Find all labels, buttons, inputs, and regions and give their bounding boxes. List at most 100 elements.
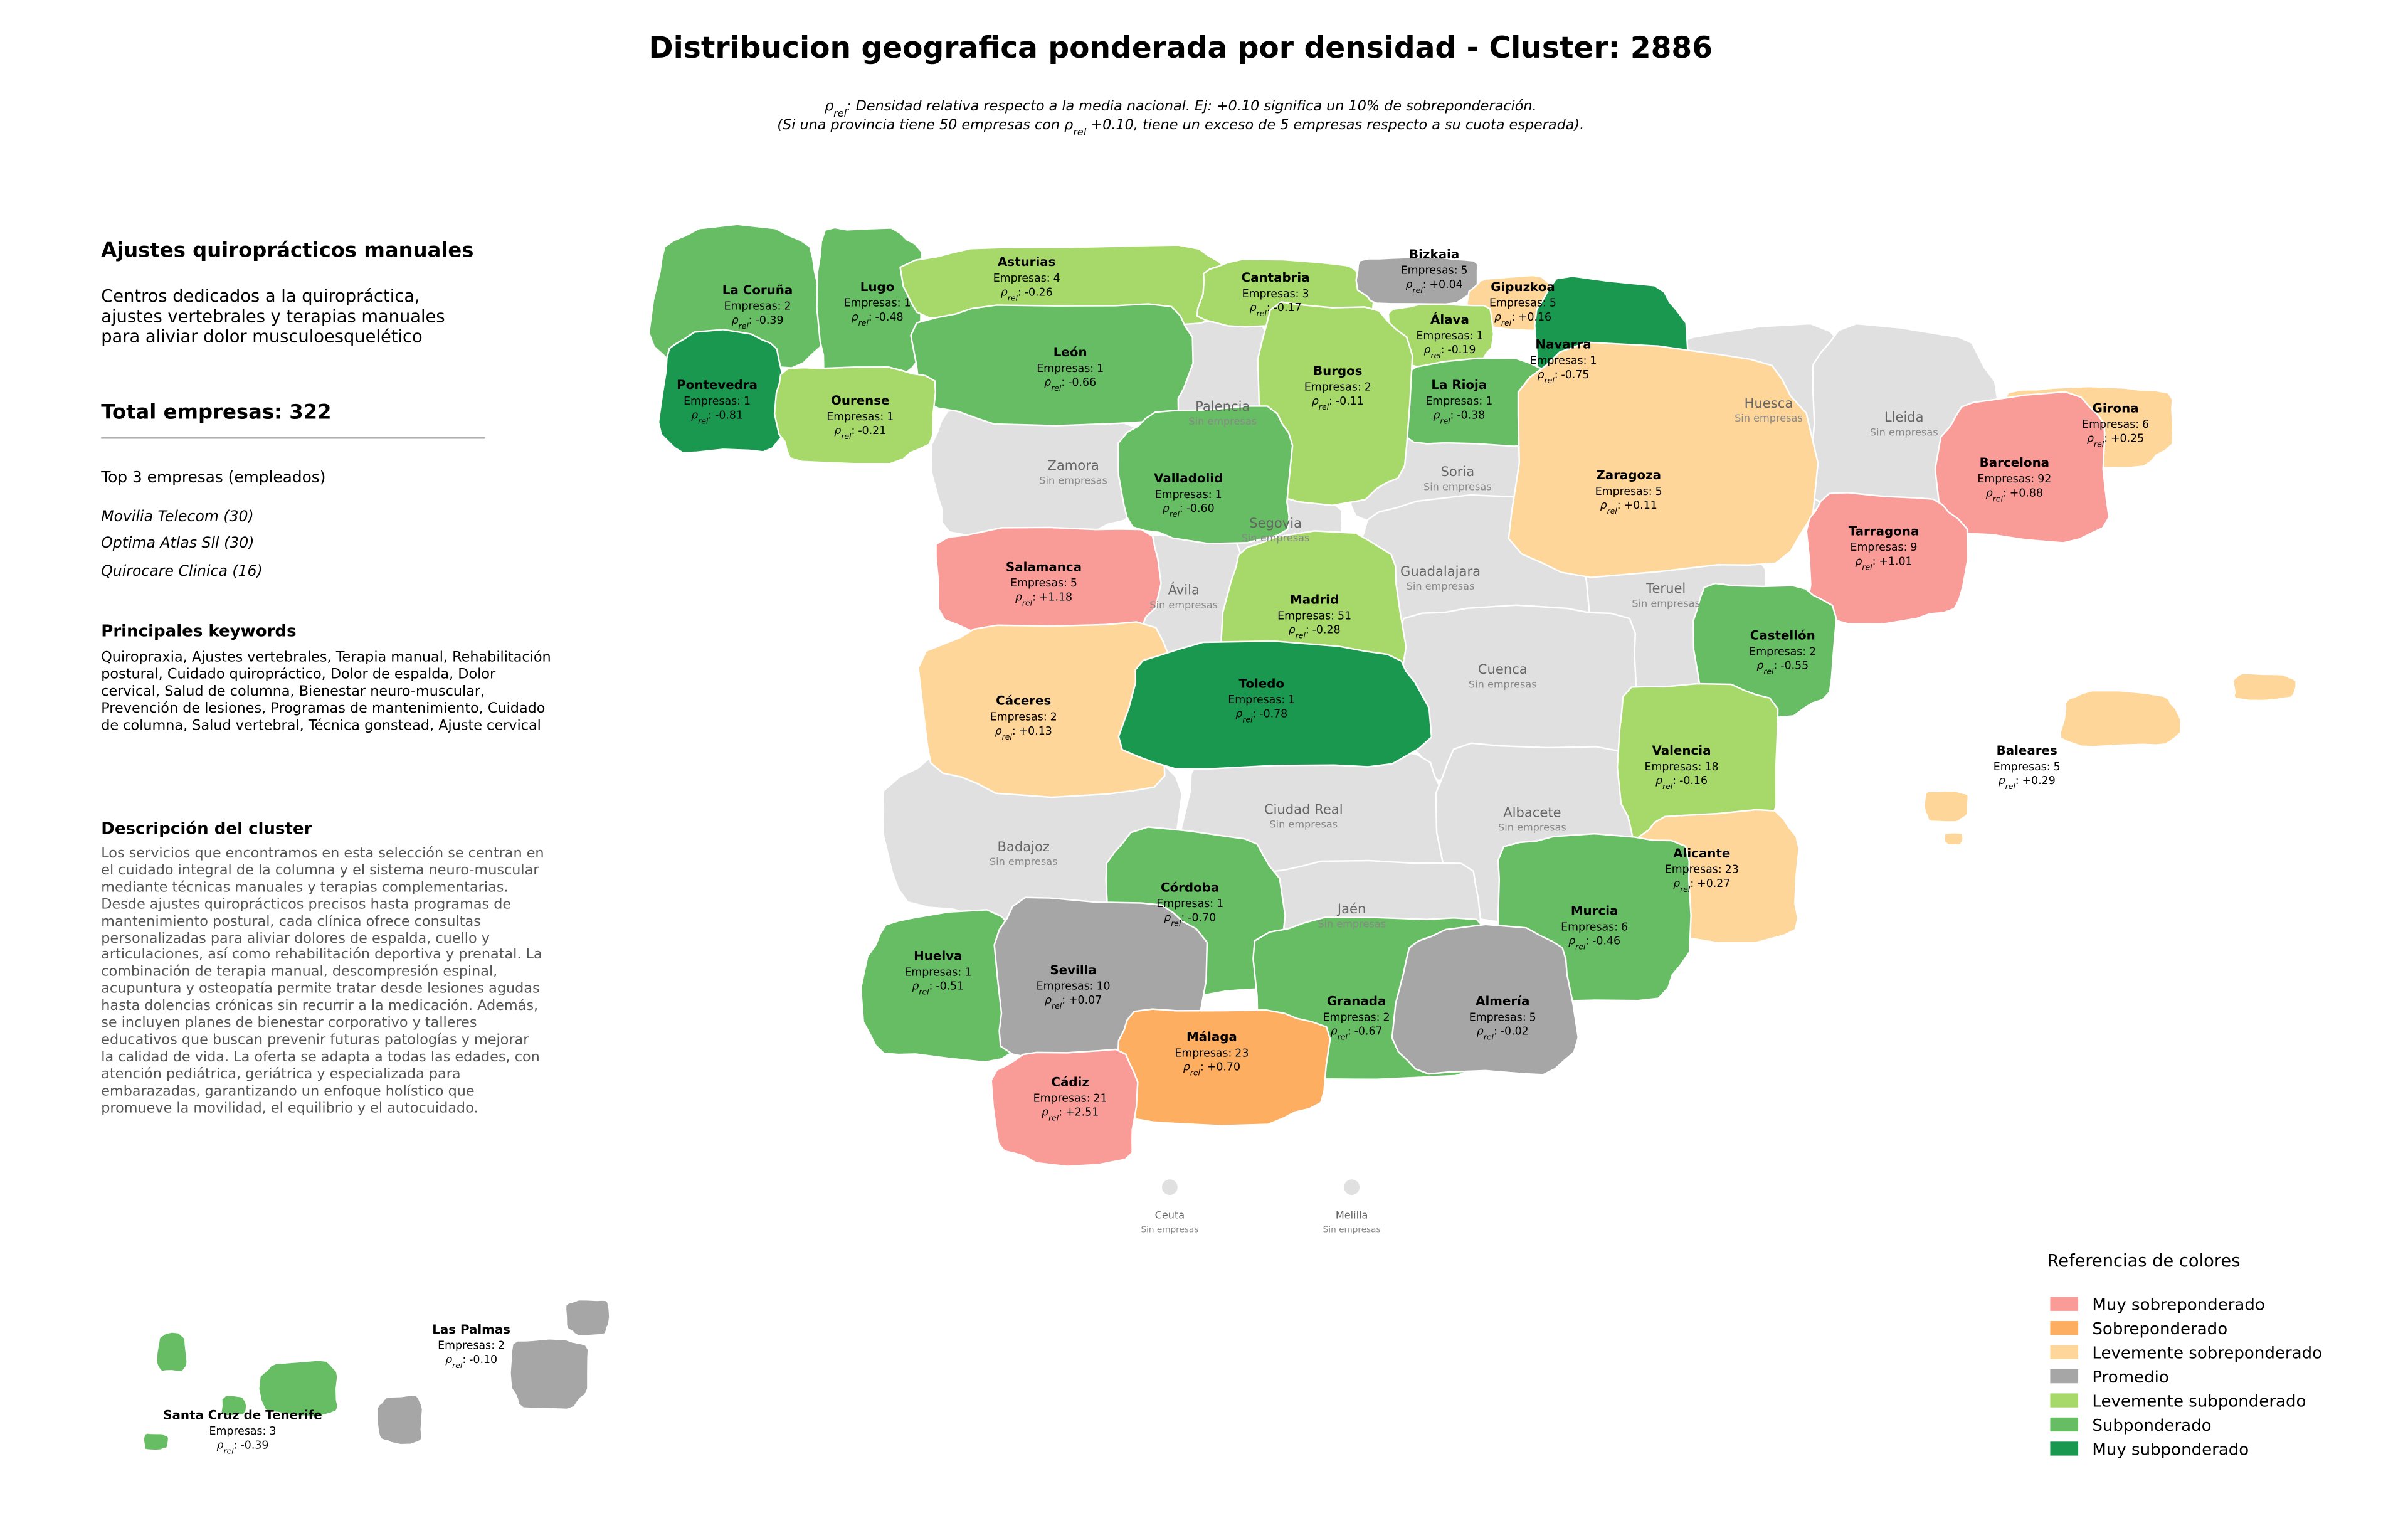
- rho-symbol: ρ: [1164, 912, 1171, 925]
- keywords: Quiropraxia, Ajustes vertebrales, Terapi…: [101, 650, 551, 734]
- rho-symbol: ρ: [1015, 592, 1022, 604]
- rho-symbol: ρ: [1538, 369, 1545, 381]
- legend-label: Muy sobreponderado: [2092, 1296, 2264, 1315]
- province-name: Burgos: [1313, 364, 1363, 378]
- rho-separator: :: [2003, 487, 2007, 499]
- province-shape: [564, 1298, 611, 1337]
- rho-subscript: rel: [1190, 1068, 1201, 1077]
- rho-text: ρrel: -0.21: [834, 425, 886, 441]
- rho-subscript: rel: [1296, 630, 1306, 640]
- rho-separator: :: [1018, 286, 1022, 299]
- rho-symbol: ρ: [1163, 502, 1170, 515]
- rho-symbol: ρ: [834, 425, 841, 437]
- rho-text: ρrel: -0.39: [217, 1439, 269, 1455]
- rho-separator: :: [1062, 994, 1065, 1007]
- companies-text: Empresas: 2: [724, 300, 791, 313]
- province-name: Palencia: [1195, 398, 1250, 414]
- top-company: Quirocare Clinica (16): [101, 563, 263, 581]
- companies-label: Empresas:: [990, 711, 1047, 724]
- province-shape: [917, 621, 1177, 798]
- rho-value: -0.51: [936, 980, 964, 993]
- companies-text: Empresas: 2: [438, 1340, 505, 1352]
- subtitle-text: : Densidad relativa respecto a la media …: [847, 98, 1536, 114]
- rho-subscript: rel: [1545, 375, 1555, 385]
- rho-symbol: ρ: [1183, 1061, 1190, 1074]
- companies-text: Empresas: 2: [1304, 381, 1371, 394]
- no-companies-label: Sin empresas: [990, 856, 1058, 867]
- province-name: Guadalajara: [1400, 563, 1481, 579]
- rho-value: -0.28: [1312, 624, 1341, 637]
- rho-subscript: rel: [224, 1446, 235, 1455]
- companies-label: Empresas:: [1425, 395, 1482, 408]
- companies-label: Empresas:: [1469, 1011, 1526, 1024]
- rho-text: ρrel: -0.60: [1163, 502, 1215, 518]
- companies-text: Empresas: 1: [1425, 395, 1492, 408]
- province-name: Córdoba: [1161, 880, 1219, 894]
- companies-text: Empresas: 5: [1401, 265, 1468, 277]
- province-name: Cuenca: [1478, 661, 1528, 677]
- rho-symbol: ρ: [1235, 708, 1242, 721]
- rho-value: -0.21: [858, 425, 886, 437]
- province-name: Pontevedra: [677, 378, 758, 392]
- companies-label: Empresas:: [724, 300, 781, 313]
- rho-subscript: rel: [1051, 383, 1062, 393]
- total-value: 322: [289, 401, 332, 425]
- legend-swatch: [2050, 1441, 2079, 1456]
- rho-text: ρrel: -0.78: [1235, 708, 1287, 724]
- companies-value: 6: [1621, 921, 1628, 933]
- rho-separator: :: [1423, 279, 1427, 291]
- province-name: León: [1054, 345, 1087, 359]
- no-companies-label: Sin empresas: [1318, 918, 1386, 930]
- rho-value: +2.51: [1065, 1106, 1099, 1119]
- companies-text: Empresas: 5: [1010, 577, 1077, 590]
- rho-value: -0.46: [1592, 935, 1620, 948]
- legend-swatch: [2050, 1393, 2079, 1408]
- legend: Muy sobreponderado Sobreponderado Levement…: [2050, 1296, 2322, 1459]
- companies-text: Empresas: 9: [1851, 541, 1918, 554]
- companies-value: 5: [1550, 297, 1556, 310]
- companies-value: 21: [1094, 1092, 1107, 1105]
- rho-text: ρrel: +0.25: [2087, 432, 2144, 448]
- companies-label: Empresas:: [844, 297, 901, 310]
- companies-value: 6: [2142, 418, 2149, 431]
- rho-text: ρrel: -0.51: [912, 980, 964, 997]
- divider: [101, 437, 485, 439]
- rho-value: +0.25: [2111, 432, 2144, 445]
- rho-value: -0.26: [1025, 286, 1053, 299]
- subtitle-text: +0.10, tiene un exceso de 5 empresas res…: [1086, 117, 1584, 133]
- companies-value: 5: [1656, 485, 1662, 498]
- rho-subscript: rel: [1171, 918, 1181, 928]
- no-companies-label: Sin empresas: [1870, 427, 1938, 438]
- legend-swatch: [2050, 1297, 2079, 1311]
- companies-value: 2: [498, 1340, 505, 1352]
- no-companies-label: Sin empresas: [1039, 474, 1107, 486]
- rho-value: +0.11: [1624, 499, 1657, 512]
- rho-text: ρrel: +0.29: [1999, 775, 2056, 791]
- rho-separator: :: [1690, 878, 1694, 890]
- companies-value: 2: [1050, 711, 1057, 724]
- companies-value: 1: [744, 395, 751, 408]
- companies-text: Empresas: 6: [1561, 921, 1628, 933]
- rho-subscript: rel: [841, 432, 852, 441]
- companies-value: 1: [1217, 898, 1223, 910]
- rho-symbol: ρ: [1477, 1026, 1484, 1038]
- companies-label: Empresas:: [1401, 265, 1458, 277]
- province-name: Murcia: [1571, 904, 1619, 918]
- province-name: Zamora: [1047, 457, 1099, 473]
- no-companies-label: Sin empresas: [1269, 819, 1338, 830]
- companies-text: Empresas: 3: [1242, 288, 1309, 300]
- province-name: Baleares: [1997, 743, 2057, 758]
- title: Distribucion geografica ponderada por de…: [649, 31, 1713, 65]
- province-name: Ceuta: [1155, 1209, 1185, 1221]
- province-name: Lleida: [1884, 409, 1924, 425]
- companies-text: Empresas: 10: [1037, 980, 1111, 993]
- companies-value: 23: [1235, 1047, 1249, 1059]
- companies-label: Empresas:: [993, 272, 1050, 285]
- rho-subscript: rel: [858, 318, 869, 327]
- companies-label: Empresas:: [1665, 864, 1722, 876]
- no-companies-label: Sin empresas: [1149, 599, 1218, 611]
- province-shape: [1805, 492, 1969, 625]
- rho-subscript: rel: [1440, 416, 1450, 425]
- province-name: Tarragona: [1849, 524, 1920, 538]
